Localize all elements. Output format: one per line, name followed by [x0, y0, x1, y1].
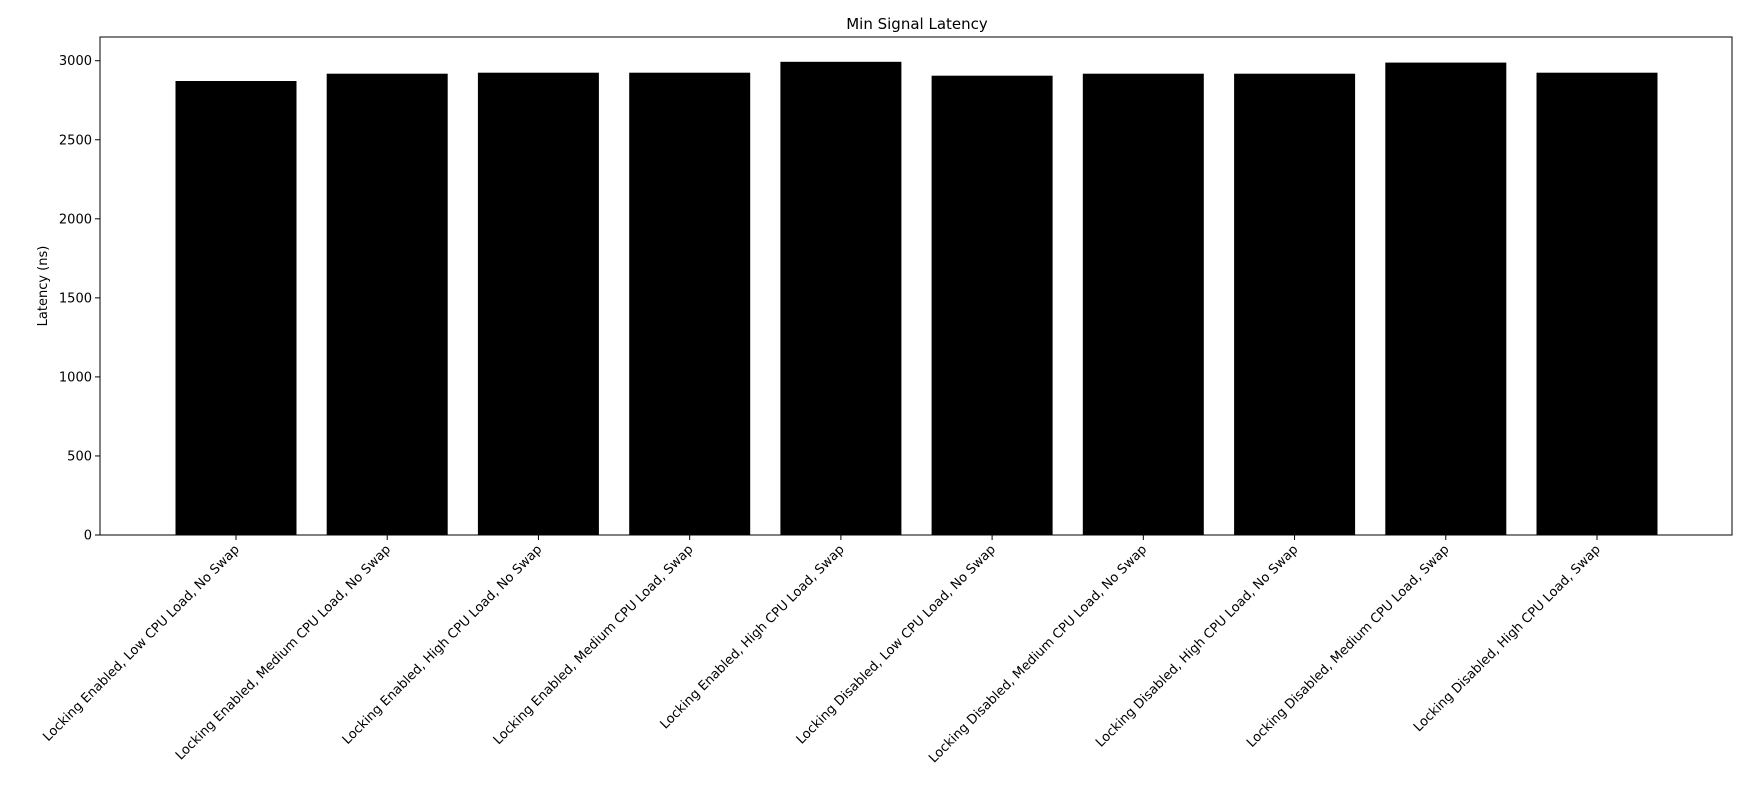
y-axis-ticks: 0 500 1000 1500 2000 2500 3000 — [59, 54, 100, 544]
bar — [780, 61, 902, 536]
y-tick-label: 500 — [67, 449, 92, 464]
y-tick-label: 0 — [84, 529, 92, 544]
bar — [477, 72, 599, 535]
x-axis-ticks: Locking Enabled, Low CPU Load, No SwapLo… — [40, 535, 1604, 766]
y-tick-label: 3000 — [59, 54, 92, 69]
bar — [1536, 72, 1658, 535]
y-tick-label: 2000 — [59, 212, 92, 227]
bar — [1234, 73, 1356, 535]
bar — [175, 81, 297, 535]
y-tick-label: 2500 — [59, 133, 92, 148]
chart-title: Min Signal Latency — [846, 15, 988, 33]
bar — [1082, 73, 1204, 535]
bar — [629, 72, 751, 535]
y-axis-label: Latency (ns) — [36, 246, 51, 327]
bar — [931, 75, 1053, 535]
bars-layer — [175, 61, 1658, 536]
bar — [1385, 62, 1507, 535]
bar — [326, 73, 448, 535]
y-tick-label: 1500 — [59, 291, 92, 306]
plot-frame — [99, 36, 1733, 536]
y-tick-label: 1000 — [59, 370, 92, 385]
x-tick-label: Locking Disabled, High CPU Load, Swap — [1411, 542, 1604, 735]
x-tick-label: Locking Enabled, High CPU Load, Swap — [658, 542, 848, 732]
